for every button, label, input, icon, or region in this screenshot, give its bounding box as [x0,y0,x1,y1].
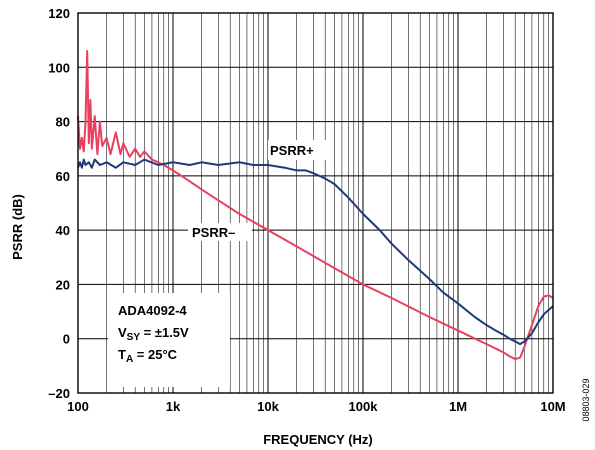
x-tick-label: 1k [166,399,181,414]
conditions-ta: TA = 25°C [118,347,178,365]
ta-subscript: A [126,354,133,365]
vsy-value: = ±1.5V [140,325,189,340]
psrr-plus-label-bg [268,140,328,160]
ta-value: = 25°C [133,347,177,362]
vsy-subscript: SY [127,332,141,343]
x-tick-label: 10k [257,399,279,414]
y-tick-label: 0 [63,332,70,347]
y-tick-label: 40 [56,223,70,238]
psrr-minus-label: PSRR– [192,225,235,240]
minor-grid [106,13,549,393]
plot-frame [77,12,554,394]
conditions-box-bg [108,293,230,387]
x-axis-title: FREQUENCY (Hz) [263,432,373,447]
y-tick-label: –20 [48,386,70,401]
y-tick-labels: –20 0 20 40 60 80 100 120 [48,6,70,401]
conditions-vsy: VSY = ±1.5V [118,325,189,343]
x-tick-label: 1M [449,399,467,414]
x-tick-label: 100k [349,399,379,414]
x-tick-label: 10M [540,399,565,414]
psrr-plus-line [77,158,554,346]
series-layer [77,50,554,361]
x-tick-label: 100 [67,399,89,414]
y-axis-title: PSRR (dB) [10,194,25,260]
y-tick-label: 60 [56,169,70,184]
y-tick-label: 20 [56,277,70,292]
y-tick-label: 120 [48,6,70,21]
y-tick-label: 100 [48,60,70,75]
ta-prefix: T [118,347,126,362]
figure-id: 08803-029 [581,378,591,421]
psrr-plus-label: PSRR+ [270,143,314,158]
y-tick-label: 80 [56,115,70,130]
x-tick-labels: 100 1k 10k 100k 1M 10M [67,399,566,414]
conditions-part: ADA4092-4 [118,303,187,318]
vsy-prefix: V [118,325,127,340]
psrr-minus-label-bg [188,223,252,241]
